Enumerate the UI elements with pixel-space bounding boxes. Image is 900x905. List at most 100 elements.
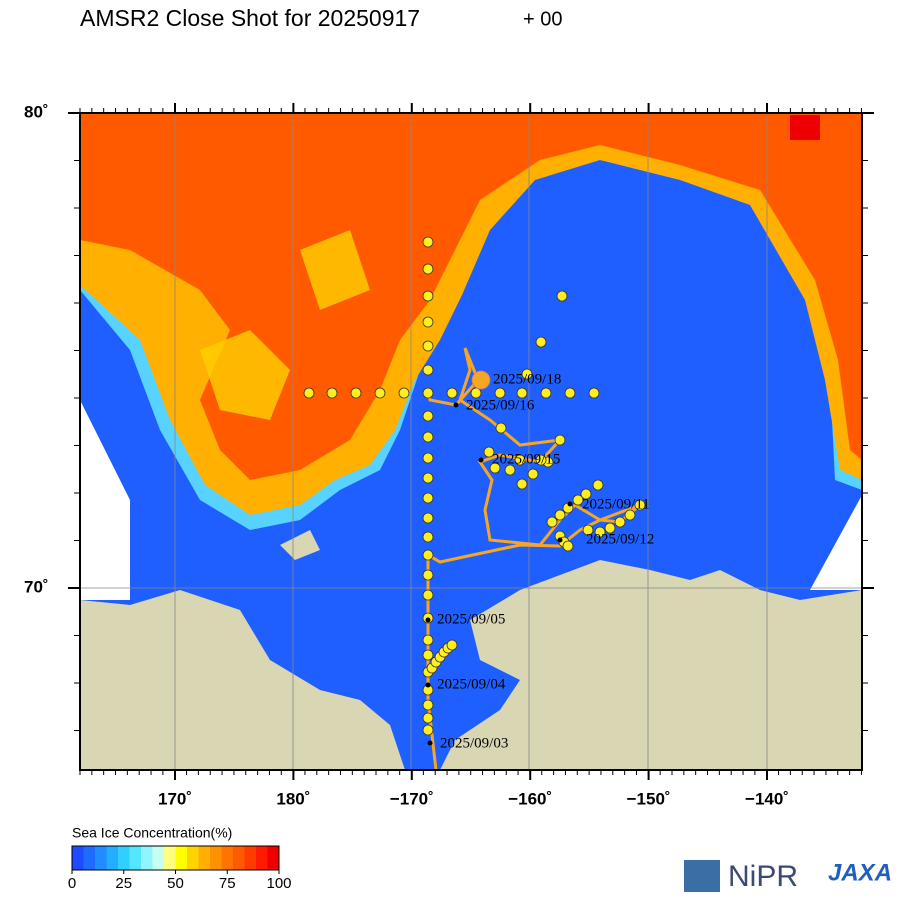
track-point: [303, 387, 315, 399]
colorbar-swatch: [187, 846, 199, 870]
colorbar-swatch: [164, 846, 176, 870]
track-date-label: 2025/09/03: [440, 735, 508, 751]
track-day-marker: [425, 617, 431, 623]
track-date-label: 2025/09/15: [492, 451, 560, 467]
track-point: [422, 512, 434, 524]
track-point: [422, 589, 434, 601]
colorbar-tick-label: 25: [115, 875, 132, 892]
colorbar-tick-label: 50: [167, 875, 184, 892]
track-point: [422, 634, 434, 646]
title-suffix: + 00: [523, 8, 562, 30]
colorbar-title: Sea Ice Concentration(%): [72, 825, 232, 841]
jaxa-logo: JAXA: [828, 859, 892, 886]
colorbar-swatch: [210, 846, 222, 870]
colorbar-swatch: [256, 846, 268, 870]
track-point: [422, 263, 434, 275]
track-point: [422, 431, 434, 443]
colorbar-swatch: [244, 846, 257, 870]
track-point: [483, 446, 495, 458]
track-day-marker: [567, 501, 573, 507]
colorbar-swatch: [106, 846, 119, 870]
track-day-marker: [427, 740, 433, 746]
track-point: [350, 387, 362, 399]
track-point: [422, 531, 434, 543]
track-point: [494, 387, 506, 399]
colorbar-swatch: [221, 846, 234, 870]
track-point: [326, 387, 338, 399]
colorbar: 0 25 50 75 100: [68, 845, 292, 892]
track-point: [446, 639, 458, 651]
track-point: [495, 422, 507, 434]
lon-label: 180˚: [276, 789, 310, 808]
track-point: [580, 488, 592, 500]
map: [80, 113, 862, 770]
track-labels: 2025/09/18 2025/09/16 2025/09/15 2025/09/11…: [425, 371, 654, 751]
lon-label: −160˚: [508, 789, 552, 808]
track-point: [535, 336, 547, 348]
colorbar-tick-label: 100: [266, 875, 291, 892]
colorbar-swatch: [129, 846, 142, 870]
track-point: [422, 452, 434, 464]
track-day-marker: [453, 402, 459, 408]
track-point: [422, 387, 434, 399]
colorbar-swatch: [267, 846, 280, 870]
colorbar-swatch: [175, 846, 188, 870]
track-point: [592, 479, 604, 491]
track-point: [614, 516, 626, 528]
track-point: [554, 509, 566, 521]
colorbar-tick-label: 0: [68, 875, 76, 892]
track-point: [504, 464, 516, 476]
track-point: [374, 387, 386, 399]
nipr-logo-icon: [684, 860, 720, 892]
colorbar-swatch: [83, 846, 96, 870]
track-point: [594, 526, 606, 538]
track-point: [540, 387, 552, 399]
track-point: [422, 492, 434, 504]
track-date-label: 2025/09/11: [582, 496, 650, 512]
track-point: [422, 340, 434, 352]
track-point: [422, 236, 434, 248]
track-point: [546, 516, 558, 528]
track-point: [422, 724, 434, 736]
colorbar-swatch: [72, 846, 84, 870]
lon-label: 170˚: [158, 789, 192, 808]
track-point: [422, 316, 434, 328]
colorbar-swatch: [233, 846, 245, 870]
track-point: [556, 290, 568, 302]
track-point: [514, 454, 526, 466]
lat-label: 80˚: [24, 102, 49, 121]
track-point: [527, 468, 539, 480]
track-point: [446, 387, 458, 399]
track-day-marker: [425, 682, 431, 688]
track-point: [422, 472, 434, 484]
track-point: [422, 649, 434, 661]
track-day-marker: [557, 537, 563, 543]
track-date-label: 2025/09/04: [437, 676, 506, 692]
colorbar-swatch: [198, 846, 211, 870]
lon-label: −150˚: [627, 789, 671, 808]
colorbar-swatch: [118, 846, 130, 870]
colorbar-swatch: [95, 846, 107, 870]
track-point: [564, 387, 576, 399]
track-date-label: 2025/09/18: [493, 371, 561, 387]
track-point: [422, 410, 434, 422]
track-point: [516, 478, 528, 490]
track-point: [489, 462, 501, 474]
track-date-label: 2025/09/16: [466, 397, 535, 413]
track-point: [582, 524, 594, 536]
track-point: [624, 509, 636, 521]
track-point: [422, 699, 434, 711]
lon-label: −170˚: [390, 789, 434, 808]
title: AMSR2 Close Shot for 20250917: [80, 5, 420, 31]
track-date-label: 2025/09/05: [437, 611, 505, 627]
axes: 80˚ 70˚ 170˚ 180˚ −170˚ −160˚ −150˚ −140˚: [24, 102, 874, 808]
track-point: [588, 387, 600, 399]
nipr-logo: NiPR: [728, 860, 798, 893]
track-day-marker: [478, 457, 484, 463]
track-point: [422, 712, 434, 724]
track-point: [521, 368, 533, 380]
track-point: [422, 569, 434, 581]
colorbar-tick-label: 75: [219, 875, 236, 892]
track-point: [562, 540, 574, 552]
track-point: [604, 522, 616, 534]
